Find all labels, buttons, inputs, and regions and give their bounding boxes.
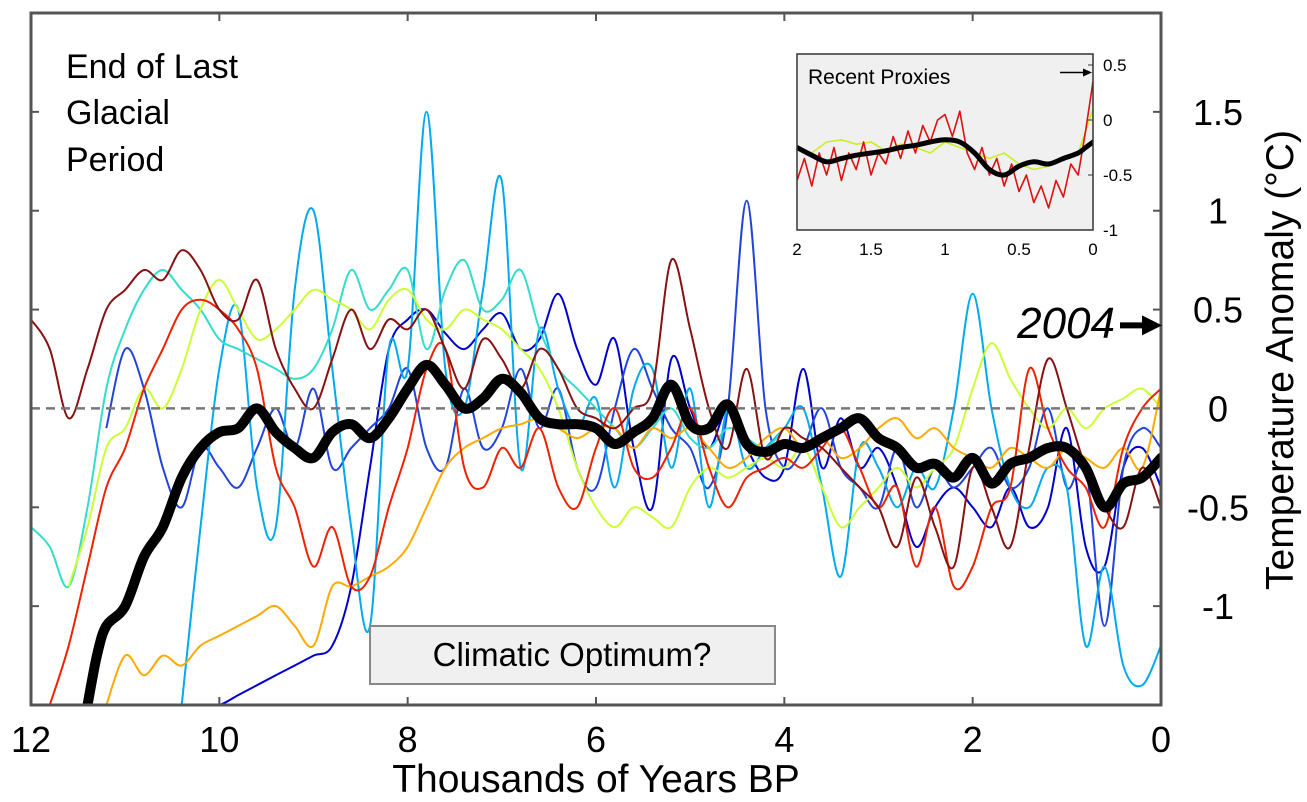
x-axis-label: Thousands of Years BP <box>392 758 800 801</box>
y-tick-label: -0.5 <box>1187 487 1249 528</box>
year-2004-label: 2004 <box>1016 299 1115 348</box>
year-2004-arrow <box>1120 315 1162 336</box>
y-tick-label: 0.5 <box>1193 290 1243 331</box>
inset-y-tick-label: 0 <box>1103 111 1112 130</box>
x-tick-label: 10 <box>199 719 239 760</box>
climatic-optimum-label: Climatic Optimum? <box>433 636 712 673</box>
x-tick-label: 8 <box>398 719 418 760</box>
inset-arrow-head <box>1083 68 1092 77</box>
inset-x-tick-label: 0.5 <box>1007 240 1031 259</box>
main-plot-frame <box>29 11 1163 707</box>
inset-proxy-line <box>797 81 1093 209</box>
inset-y-tick-label: 0.5 <box>1103 56 1127 75</box>
proxy-line <box>67 278 1161 587</box>
inset-x-tick-label: 2 <box>792 240 801 259</box>
x-tick-label: 6 <box>586 719 606 760</box>
main-x-tick-labels: 12 10 8 6 4 2 0 <box>11 719 1171 760</box>
proxy-line <box>31 258 786 588</box>
x-tick-label: 4 <box>774 719 794 760</box>
inset-mean-line <box>797 137 1093 178</box>
inset-x-tick-label: 0 <box>1088 240 1097 259</box>
x-tick-label: 0 <box>1151 719 1171 760</box>
main-proxy-lines <box>31 110 1161 705</box>
inset-x-tick-labels: 2 1.5 1 0.5 0 <box>792 240 1097 259</box>
glacial-label-line-2: Glacial <box>66 94 170 132</box>
y-tick-label: 1 <box>1208 191 1228 232</box>
inset-title: Recent Proxies <box>808 66 950 89</box>
inset-x-tick-label: 1.5 <box>859 240 883 259</box>
climatic-optimum-box <box>369 625 776 685</box>
mean-temperature-line <box>82 359 1161 705</box>
inset-plot-frame <box>796 53 1094 231</box>
inset-y-tick-label: -1 <box>1103 221 1118 240</box>
inset-recent-arrow <box>1060 68 1092 77</box>
glacial-label-line-1: End of Last <box>66 48 239 86</box>
glacial-label-line-3: Period <box>66 141 164 179</box>
proxy-line <box>105 388 1161 705</box>
y-tick-label: -1 <box>1202 586 1234 627</box>
proxy-line <box>125 292 1161 705</box>
inset-x-tick-label: 1 <box>940 240 949 259</box>
inset-y-tick-label: -0.5 <box>1103 166 1132 185</box>
y-tick-label: 1.5 <box>1193 92 1243 133</box>
x-tick-label: 12 <box>11 719 51 760</box>
y-axis-label: Temperature Anomaly (°C) <box>1259 130 1302 590</box>
x-tick-label: 2 <box>963 719 983 760</box>
arrow-head <box>1142 315 1162 336</box>
inset-y-tick-labels: 0.5 0 -0.5 -1 <box>1088 56 1132 240</box>
y-tick-label: 0 <box>1208 388 1228 429</box>
proxy-line <box>180 110 1161 705</box>
main-y-tick-labels: 1.5 1 0.5 0 -0.5 -1 <box>1187 92 1249 627</box>
